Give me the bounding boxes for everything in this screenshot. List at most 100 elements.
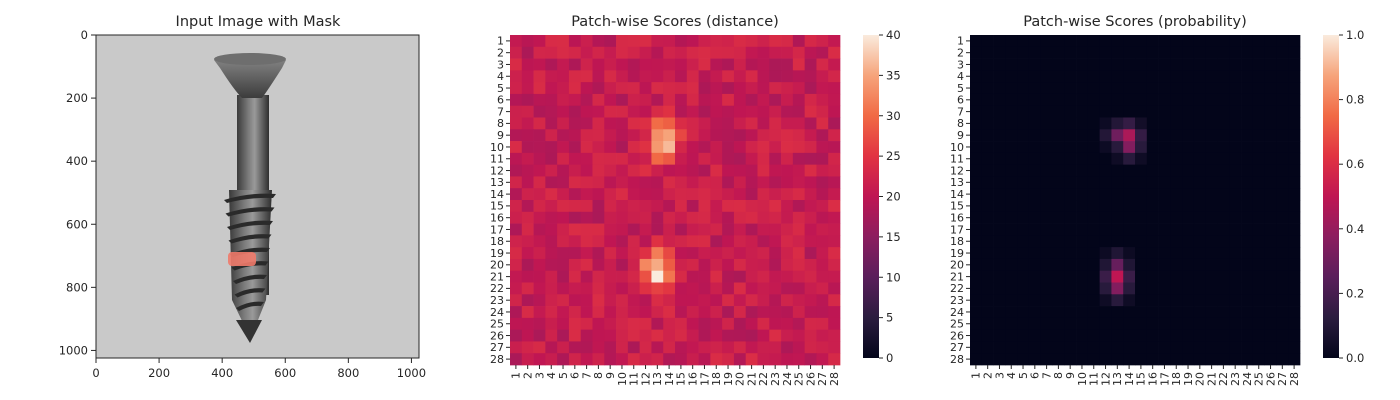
distance-heatmap-axes: 1234567891011121314151617181920212223242… bbox=[490, 35, 841, 386]
heatmap-cell bbox=[580, 141, 593, 154]
heatmap-cell bbox=[1123, 152, 1136, 165]
heatmap-cell bbox=[1252, 294, 1265, 307]
heatmap-cell bbox=[592, 235, 605, 248]
heatmap-cell bbox=[1052, 117, 1065, 130]
heatmap-cell bbox=[557, 152, 570, 165]
heatmap-cell bbox=[1252, 82, 1265, 95]
heatmap-cell bbox=[1158, 270, 1171, 283]
heatmap-cell bbox=[745, 117, 758, 130]
heatmap-cell bbox=[757, 282, 770, 295]
heatmap-cell bbox=[1017, 46, 1030, 59]
heatmap-cell bbox=[663, 211, 676, 224]
screw-thread bbox=[225, 207, 275, 217]
heatmap-cell bbox=[1076, 353, 1089, 366]
heatmap-cell bbox=[733, 317, 747, 330]
heatmap-cell bbox=[521, 46, 534, 59]
heatmap-cell bbox=[722, 82, 735, 95]
heatmap-cell bbox=[1076, 270, 1089, 283]
heatmap-cell bbox=[757, 93, 770, 107]
heatmap-cell bbox=[521, 294, 534, 307]
mask-overlay bbox=[228, 252, 256, 266]
heatmap-cell bbox=[651, 270, 664, 283]
heatmap-cell bbox=[557, 117, 570, 130]
heatmap-cell bbox=[698, 223, 711, 236]
heatmap-cell bbox=[686, 188, 699, 201]
heatmap-cell bbox=[792, 200, 805, 213]
row-tick-label: 10 bbox=[950, 141, 964, 154]
heatmap-cell bbox=[769, 93, 782, 107]
heatmap-cell bbox=[1087, 82, 1100, 95]
heatmap-cell bbox=[970, 329, 983, 342]
heatmap-cell bbox=[604, 223, 617, 236]
heatmap-cell bbox=[1205, 141, 1218, 154]
heatmap-cell bbox=[1146, 164, 1159, 177]
heatmap-cell bbox=[816, 141, 829, 154]
heatmap-cell bbox=[710, 294, 723, 307]
heatmap-cell bbox=[1288, 235, 1301, 248]
heatmap-cell bbox=[816, 58, 829, 71]
heatmap-cell bbox=[1017, 35, 1030, 48]
heatmap-cell bbox=[1276, 188, 1289, 201]
heatmap-cell bbox=[568, 141, 582, 154]
heatmap-cell bbox=[627, 105, 640, 118]
heatmap-cell bbox=[981, 258, 994, 272]
heatmap-cell bbox=[769, 176, 782, 189]
heatmap-cell bbox=[1252, 46, 1265, 59]
heatmap-cell bbox=[1111, 188, 1124, 201]
heatmap-cell bbox=[639, 164, 652, 177]
heatmap-cell bbox=[1099, 176, 1112, 189]
heatmap-cell bbox=[1229, 70, 1242, 83]
heatmap-cell bbox=[993, 306, 1006, 319]
probability-heatmap-panel: 1234567891011121314151617181920212223242… bbox=[950, 28, 1364, 386]
heatmap-cell bbox=[804, 317, 817, 330]
heatmap-cell bbox=[580, 306, 593, 319]
heatmap-cell bbox=[1005, 105, 1018, 118]
heatmap-cell bbox=[545, 270, 558, 283]
heatmap-cell bbox=[1205, 129, 1218, 142]
heatmap-cell bbox=[1217, 317, 1230, 330]
heatmap-cell bbox=[981, 129, 994, 142]
heatmap-cell bbox=[722, 176, 735, 189]
heatmap-cell bbox=[639, 353, 652, 366]
heatmap-cell bbox=[722, 329, 735, 342]
heatmap-cell bbox=[1252, 93, 1265, 107]
heatmap-cell bbox=[1217, 282, 1230, 295]
heatmap-cell bbox=[1276, 353, 1289, 366]
heatmap-cell bbox=[1005, 258, 1018, 272]
heatmap-cell bbox=[1028, 141, 1042, 154]
heatmap-cell bbox=[545, 200, 558, 213]
heatmap-cell bbox=[981, 211, 994, 224]
heatmap-cell bbox=[1123, 329, 1136, 342]
heatmap-cell bbox=[1252, 176, 1265, 189]
heatmap-cell bbox=[616, 82, 629, 95]
heatmap-cell bbox=[1276, 164, 1289, 177]
heatmap-cell bbox=[675, 141, 688, 154]
heatmap-cell bbox=[1158, 235, 1171, 248]
heatmap-cell bbox=[686, 35, 699, 48]
heatmap-cell bbox=[675, 188, 688, 201]
heatmap-cell bbox=[627, 306, 640, 319]
heatmap-cell bbox=[1099, 211, 1112, 224]
heatmap-cell bbox=[1146, 58, 1159, 71]
heatmap-cell bbox=[769, 141, 782, 154]
heatmap-cell bbox=[981, 58, 994, 71]
screw-thread bbox=[228, 234, 272, 244]
heatmap-cell bbox=[722, 164, 735, 177]
heatmap-cell bbox=[722, 35, 735, 48]
heatmap-cell bbox=[1252, 317, 1265, 330]
col-tick-label: 15 bbox=[1135, 372, 1148, 386]
heatmap-cell bbox=[1276, 223, 1289, 236]
heatmap-cell bbox=[557, 223, 570, 236]
heatmap-cell bbox=[792, 223, 805, 236]
heatmap-cell bbox=[1005, 341, 1018, 354]
heatmap-cell bbox=[1252, 282, 1265, 295]
heatmap-cell bbox=[981, 270, 994, 283]
heatmap-cell bbox=[1005, 35, 1018, 48]
heatmap-cell bbox=[1111, 105, 1124, 118]
heatmap-cell bbox=[651, 211, 664, 224]
heatmap-cell bbox=[733, 46, 747, 59]
heatmap-cell bbox=[1193, 70, 1207, 83]
heatmap-cell bbox=[1076, 152, 1089, 165]
heatmap-cell bbox=[1146, 211, 1159, 224]
row-tick-label: 14 bbox=[950, 188, 964, 201]
